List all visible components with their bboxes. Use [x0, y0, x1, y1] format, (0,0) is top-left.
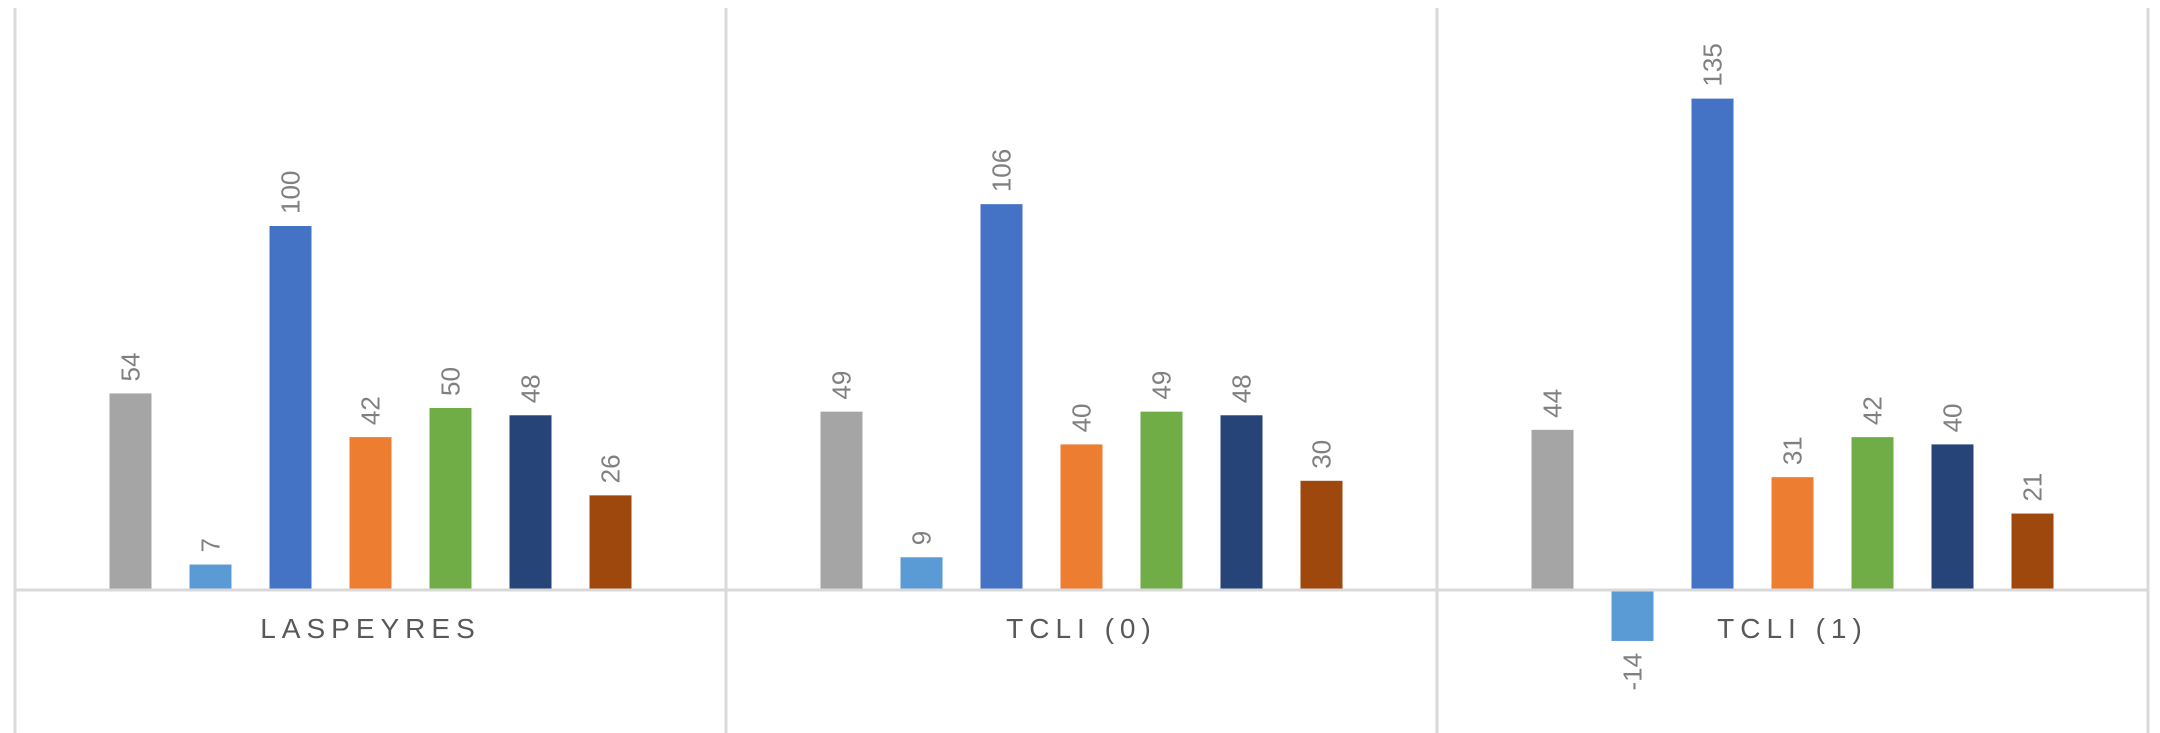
- data-label: 42: [356, 396, 386, 425]
- bar: [1220, 415, 1263, 590]
- data-label: 44: [1538, 389, 1568, 418]
- data-label: 7: [196, 538, 226, 552]
- bar: [1771, 477, 1814, 590]
- bar: [429, 408, 472, 590]
- data-label: 40: [1938, 403, 1968, 432]
- data-label: 100: [276, 171, 306, 214]
- data-label: 54: [116, 353, 146, 382]
- data-label: 48: [516, 374, 546, 403]
- data-label: 40: [1067, 403, 1097, 432]
- bar: [589, 495, 632, 590]
- bar: [1140, 411, 1183, 590]
- bar: [1300, 480, 1343, 590]
- bar: [1611, 590, 1654, 641]
- data-label: 9: [907, 531, 937, 545]
- bar: [509, 415, 552, 590]
- data-label: 135: [1698, 43, 1728, 86]
- bar: [1060, 444, 1103, 590]
- data-label: 106: [987, 149, 1017, 192]
- data-label: 48: [1227, 374, 1257, 403]
- bar: [2011, 513, 2054, 590]
- bar: [1931, 444, 1974, 590]
- bar: [349, 437, 392, 590]
- category-label: LASPEYRES: [260, 613, 481, 644]
- data-label: 50: [436, 367, 466, 396]
- data-label: 30: [1307, 440, 1337, 469]
- data-label: 42: [1858, 396, 1888, 425]
- data-label: 49: [827, 371, 857, 400]
- bar: [980, 204, 1023, 590]
- bar: [1851, 437, 1894, 590]
- data-label: -14: [1618, 653, 1648, 691]
- category-label: TCLI (1): [1717, 613, 1868, 644]
- data-label: 31: [1778, 436, 1808, 465]
- bar: [269, 226, 312, 590]
- data-label: 21: [2018, 473, 2048, 502]
- data-label: 49: [1147, 371, 1177, 400]
- bar: [1531, 429, 1574, 590]
- category-label: TCLI (0): [1006, 613, 1157, 644]
- bar: [109, 393, 152, 590]
- bar: [1691, 98, 1734, 590]
- bar: [820, 411, 863, 590]
- bar: [900, 557, 943, 590]
- bar: [189, 564, 232, 590]
- data-label: 26: [596, 454, 626, 483]
